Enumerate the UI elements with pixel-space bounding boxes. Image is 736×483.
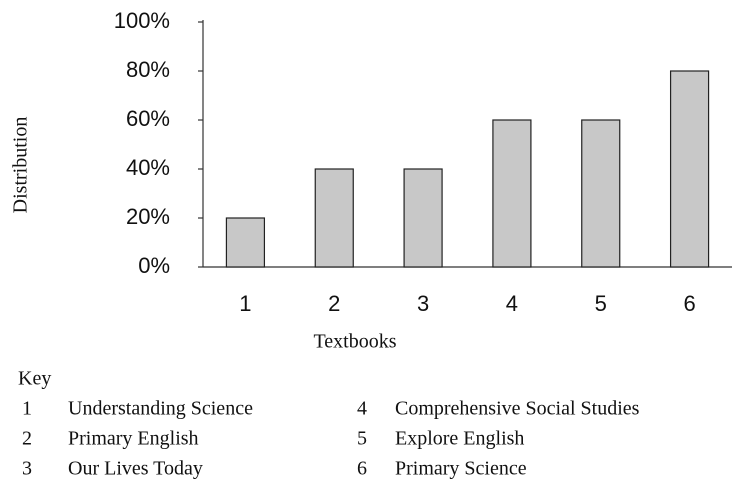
key-number: 2 <box>22 428 32 450</box>
key-number: 1 <box>22 398 32 420</box>
key-name: Our Lives Today <box>68 458 203 480</box>
x-tick-label: 2 <box>328 291 340 316</box>
y-tick-label: 80% <box>126 57 170 82</box>
key-number: 3 <box>22 458 32 480</box>
key-name: Primary English <box>68 428 199 450</box>
bar <box>669 70 710 268</box>
x-tick-label: 1 <box>239 291 251 316</box>
y-tick-label: 20% <box>126 204 170 229</box>
y-axis-label: Distribution <box>10 117 32 214</box>
x-axis-label: Textbooks <box>313 331 396 353</box>
key-name: Explore English <box>395 428 524 450</box>
key-number: 6 <box>357 458 367 480</box>
key-name: Comprehensive Social Studies <box>395 398 640 420</box>
y-tick-label: 40% <box>126 155 170 180</box>
x-tick-label: 3 <box>417 291 429 316</box>
key-title: Key <box>18 368 51 390</box>
bar <box>225 217 266 268</box>
key-number: 4 <box>357 398 367 420</box>
key-name: Understanding Science <box>68 398 253 420</box>
bar <box>403 168 443 268</box>
y-tick-label: 0% <box>138 253 170 278</box>
bar <box>492 119 532 268</box>
x-tick-label: 6 <box>683 291 695 316</box>
bar <box>581 119 621 268</box>
y-tick-label: 100% <box>114 8 170 33</box>
x-tick-label: 4 <box>506 291 518 316</box>
x-tick-label: 5 <box>595 291 607 316</box>
key-number: 5 <box>357 428 367 450</box>
key-name: Primary Science <box>395 458 527 480</box>
bar <box>314 168 354 268</box>
y-tick-label: 60% <box>126 106 170 131</box>
